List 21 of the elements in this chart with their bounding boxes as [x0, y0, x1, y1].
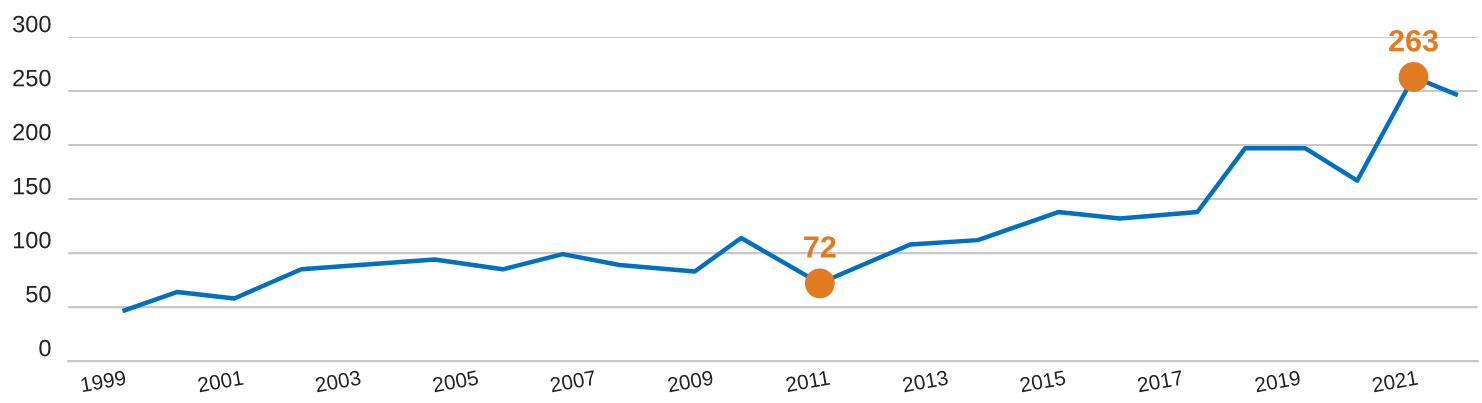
x-tick-label: 2013 — [902, 370, 949, 393]
data-label: 72 — [804, 236, 836, 258]
x-tick-label: 2015 — [1019, 370, 1066, 393]
x-tick-label: 2001 — [197, 370, 244, 393]
data-label: 263 — [1389, 29, 1438, 52]
x-tick-label: 2021 — [1371, 370, 1419, 393]
x-tick-label: 2017 — [1137, 370, 1184, 393]
x-tick-label: 1999 — [80, 370, 127, 393]
y-tick-label: 200 — [13, 123, 51, 141]
y-tick-label: 250 — [13, 69, 51, 87]
x-tick-label: 2011 — [785, 370, 831, 393]
x-tick-label: 2007 — [549, 370, 596, 393]
x-tick-label: 2019 — [1254, 370, 1301, 393]
x-tick-label: 2003 — [314, 370, 362, 393]
y-tick-label: 100 — [13, 231, 51, 249]
y-tick-label: 50 — [26, 285, 51, 303]
y-tick-label: 300 — [13, 15, 51, 33]
x-tick-label: 2009 — [667, 370, 714, 393]
y-tick-label: 0 — [39, 339, 51, 357]
x-tick-label: 2005 — [432, 370, 479, 393]
y-tick-label: 150 — [13, 177, 51, 195]
